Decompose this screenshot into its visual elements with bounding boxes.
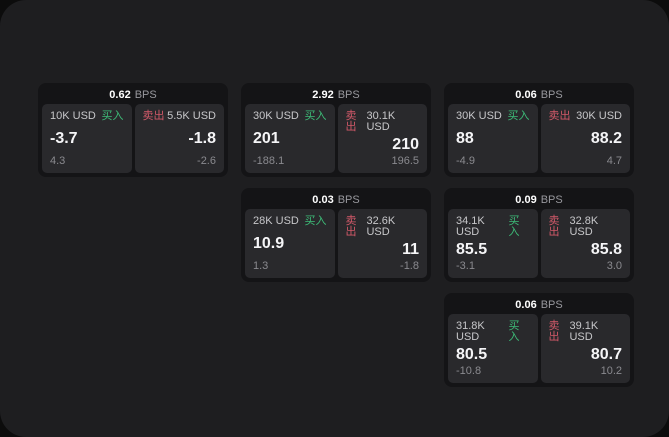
buy-price-value: 10.9 [253, 235, 285, 252]
sell-change-value: 3.0 [606, 260, 622, 272]
sell-price-value: 210 [392, 135, 419, 153]
buy-badge: 买入 [507, 110, 530, 122]
buy-amount-label: 10K USD [50, 110, 96, 122]
buy-change-value: 1.3 [253, 260, 269, 272]
buy-quote-panel[interactable]: 10K USD 买入 -3.7 4.3 [42, 104, 132, 173]
buy-change-value: -3.1 [456, 260, 475, 272]
bps-unit-label: BPS [337, 89, 360, 101]
bps-card: 0.06 BPS 31.8K USD 买入 80.5 -10.8 卖出 39.1… [444, 293, 634, 387]
bps-unit-label: BPS [540, 194, 563, 206]
sell-amount-label: 30K USD [576, 110, 622, 122]
buy-amount-label: 30K USD [253, 110, 299, 122]
quote-panels: 30K USD 买入 88 -4.9 卖出 30K USD 88.2 4.7 [448, 104, 630, 173]
card-header: 0.06 BPS [448, 87, 630, 104]
sell-price-value: 11 [402, 240, 419, 258]
card-header: 0.09 BPS [448, 192, 630, 209]
sell-price-value: 80.7 [590, 345, 622, 363]
quote-panels: 31.8K USD 买入 80.5 -10.8 卖出 39.1K USD 80.… [448, 314, 630, 383]
card-header: 0.62 BPS [42, 87, 224, 104]
buy-change-value: -4.9 [456, 155, 475, 167]
bps-value: 0.06 [515, 89, 537, 101]
sell-price-value: 85.8 [590, 240, 622, 258]
sell-amount-label: 32.8K USD [569, 215, 599, 238]
card-header: 2.92 BPS [245, 87, 427, 104]
sell-price-value: -1.8 [188, 130, 216, 147]
sell-badge: 卖出 [548, 320, 560, 343]
buy-amount-label: 31.8K USD [456, 320, 485, 343]
bps-card: 0.03 BPS 28K USD 买入 10.9 1.3 卖出 32.6K US… [241, 188, 431, 282]
bps-value: 0.06 [515, 299, 537, 311]
bps-unit-label: BPS [540, 299, 563, 311]
bps-value: 2.92 [312, 89, 334, 101]
card-header: 0.03 BPS [245, 192, 427, 209]
buy-amount-label: 28K USD [253, 215, 299, 227]
bps-value: 0.62 [109, 89, 131, 101]
buy-price-value: -3.7 [50, 130, 78, 147]
sell-badge: 卖出 [548, 110, 571, 122]
sell-quote-panel[interactable]: 卖出 39.1K USD 80.7 10.2 [540, 314, 630, 383]
sell-amount-label: 32.6K USD [366, 215, 396, 238]
bps-unit-label: BPS [337, 194, 360, 206]
bps-card: 0.62 BPS 10K USD 买入 -3.7 4.3 卖出 5.5K USD [38, 83, 228, 177]
bps-card: 0.09 BPS 34.1K USD 买入 85.5 -3.1 卖出 32.8K… [444, 188, 634, 282]
buy-change-value: -188.1 [253, 155, 285, 167]
quote-cards-grid: 0.62 BPS 10K USD 买入 -3.7 4.3 卖出 5.5K USD [38, 83, 634, 387]
quote-panels: 28K USD 买入 10.9 1.3 卖出 32.6K USD 11 -1.8 [245, 209, 427, 278]
bps-unit-label: BPS [540, 89, 563, 101]
buy-badge: 买入 [304, 110, 327, 122]
sell-quote-panel[interactable]: 卖出 32.6K USD 11 -1.8 [337, 209, 427, 278]
buy-quote-panel[interactable]: 34.1K USD 买入 85.5 -3.1 [448, 209, 538, 278]
bps-value: 0.09 [515, 194, 537, 206]
sell-amount-label: 30.1K USD [366, 110, 396, 133]
card-header: 0.06 BPS [448, 297, 630, 314]
buy-price-value: 88 [456, 130, 474, 147]
sell-change-value: 10.2 [600, 365, 622, 377]
sell-quote-panel[interactable]: 卖出 30K USD 88.2 4.7 [540, 104, 630, 173]
buy-price-value: 201 [253, 130, 280, 147]
sell-amount-label: 39.1K USD [569, 320, 599, 343]
bps-unit-label: BPS [134, 89, 157, 101]
buy-change-value: 4.3 [50, 155, 66, 167]
sell-amount-label: 5.5K USD [167, 110, 216, 122]
buy-badge: 买入 [508, 320, 520, 343]
quote-panels: 34.1K USD 买入 85.5 -3.1 卖出 32.8K USD 85.8… [448, 209, 630, 278]
buy-quote-panel[interactable]: 28K USD 买入 10.9 1.3 [245, 209, 335, 278]
sell-change-value: -2.6 [197, 155, 216, 167]
buy-badge: 买入 [304, 215, 327, 227]
buy-amount-label: 30K USD [456, 110, 502, 122]
buy-change-value: -10.8 [456, 365, 482, 377]
sell-change-value: -1.8 [400, 260, 419, 272]
sell-change-value: 196.5 [391, 155, 419, 167]
buy-badge: 买入 [101, 110, 124, 122]
buy-quote-panel[interactable]: 30K USD 买入 88 -4.9 [448, 104, 538, 173]
quote-panels: 30K USD 买入 201 -188.1 卖出 30.1K USD 210 1… [245, 104, 427, 173]
bps-card: 0.06 BPS 30K USD 买入 88 -4.9 卖出 30K USD [444, 83, 634, 177]
sell-badge: 卖出 [345, 110, 357, 133]
buy-quote-panel[interactable]: 31.8K USD 买入 80.5 -10.8 [448, 314, 538, 383]
bps-card: 2.92 BPS 30K USD 买入 201 -188.1 卖出 30.1K … [241, 83, 431, 177]
buy-quote-panel[interactable]: 30K USD 买入 201 -188.1 [245, 104, 335, 173]
sell-quote-panel[interactable]: 卖出 5.5K USD -1.8 -2.6 [134, 104, 224, 173]
sell-badge: 卖出 [548, 215, 560, 238]
sell-badge: 卖出 [345, 215, 357, 238]
sell-price-value: 88.2 [590, 130, 622, 147]
buy-price-value: 85.5 [456, 240, 488, 258]
bps-value: 0.03 [312, 194, 334, 206]
buy-amount-label: 34.1K USD [456, 215, 485, 238]
sell-quote-panel[interactable]: 卖出 30.1K USD 210 196.5 [337, 104, 427, 173]
sell-badge: 卖出 [142, 110, 165, 122]
quote-panels: 10K USD 买入 -3.7 4.3 卖出 5.5K USD -1.8 -2.… [42, 104, 224, 173]
sell-quote-panel[interactable]: 卖出 32.8K USD 85.8 3.0 [540, 209, 630, 278]
buy-badge: 买入 [508, 215, 520, 238]
buy-price-value: 80.5 [456, 345, 488, 363]
sell-change-value: 4.7 [606, 155, 622, 167]
